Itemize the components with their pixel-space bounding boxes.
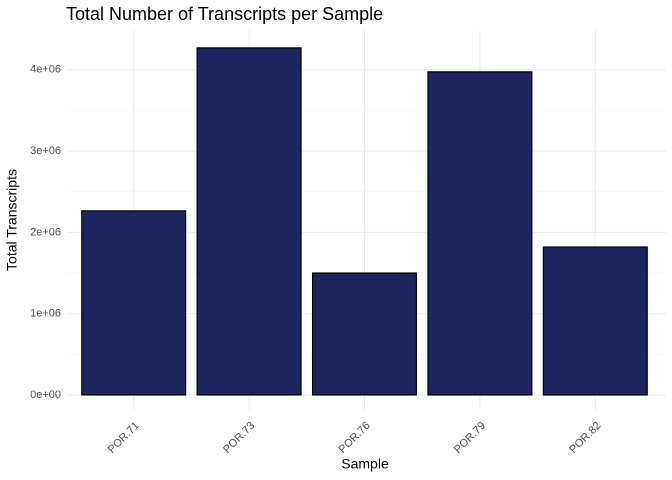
bar [81,210,187,396]
bar [542,246,648,396]
bar [196,47,302,396]
y-tick-label: 1e+06 [30,308,61,320]
x-tick-label: POR.79 [452,420,488,456]
chart-title: Total Number of Transcripts per Sample [66,4,383,24]
y-tick-label: 2e+06 [30,226,61,238]
x-tick-label: POR.76 [337,420,373,456]
x-tick-label: POR.82 [567,420,603,456]
x-tick-label: POR.71 [106,420,142,456]
y-tick-label: 0e+00 [30,389,61,401]
bar [427,71,533,396]
y-axis-label: Total Transcripts [4,169,20,271]
y-tick-label: 3e+06 [30,145,61,157]
y-tick-label: 4e+06 [30,64,61,76]
x-tick-label: POR.73 [221,420,257,456]
x-axis-label: Sample [341,456,389,472]
bar [311,272,418,396]
